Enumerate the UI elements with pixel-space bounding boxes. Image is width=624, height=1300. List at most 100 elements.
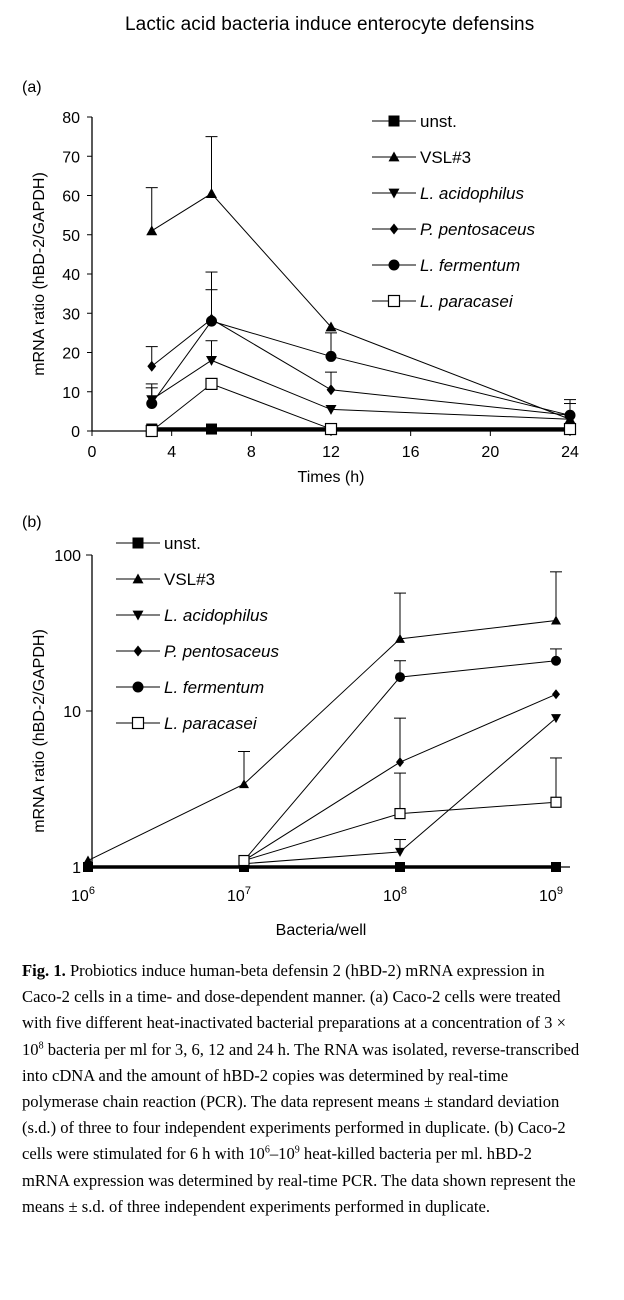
legend-unst-marker <box>132 537 144 549</box>
legend-l-fermentum: L. fermentum <box>372 256 520 275</box>
chart-b-x-tick-label: 109 <box>539 885 563 905</box>
chart-a-x-tick-label: 0 <box>88 444 97 461</box>
legend-p-pentosaceus-label: P. pentosaceus <box>164 642 279 661</box>
chart-a-y-tick-label: 20 <box>62 346 80 363</box>
legend-unst-label: unst. <box>164 534 201 553</box>
legend-unst: unst. <box>372 112 457 131</box>
chart-b-vsl-3-point <box>83 855 93 865</box>
legend-unst: unst. <box>116 534 201 553</box>
chart-a-y-tick-label: 50 <box>62 228 80 245</box>
caption-sup-3: 9 <box>294 1144 300 1156</box>
legend-vsl-3: VSL#3 <box>116 570 215 589</box>
chart-a-l-paracasei-point <box>324 422 338 436</box>
chart-a-p-pentosaceus-point <box>147 360 157 372</box>
chart-a-l-paracasei-point <box>563 422 577 436</box>
legend-l-fermentum-marker <box>388 259 400 271</box>
chart-b-vsl-3-error-bar <box>238 751 250 785</box>
legend-p-pentosaceus-marker <box>133 645 143 657</box>
chart-a-p-pentosaceus-line <box>151 318 571 416</box>
chart-b-vsl-3-line <box>87 620 557 861</box>
figure-caption: Fig. 1. Probiotics induce human-beta def… <box>22 958 582 1220</box>
chart-a-x-tick-label: 24 <box>561 444 579 461</box>
legend-l-paracasei: L. paracasei <box>116 714 258 733</box>
chart-b-p-pentosaceus-point <box>396 757 404 768</box>
chart-a-l-fermentum-point <box>325 350 337 362</box>
legend-unst-label: unst. <box>420 112 457 131</box>
chart-b-unst-point <box>395 862 405 872</box>
chart-a-x-tick-label: 12 <box>322 444 340 461</box>
legend-l-acidophilus: L. acidophilus <box>372 184 524 203</box>
chart-b-y-axis-title: mRNA ratio (hBD-2/GAPDH) <box>31 629 48 833</box>
legend-l-fermentum-label: L. fermentum <box>164 678 264 697</box>
chart-b-vsl-3-point <box>239 779 249 789</box>
chart-a-vsl-3-point <box>146 225 158 236</box>
chart-a-vsl-3-line <box>151 192 571 420</box>
chart-a-y-tick-label: 0 <box>71 424 80 441</box>
chart-a-unst-point <box>206 423 217 435</box>
legend-l-paracasei: L. paracasei <box>372 292 514 311</box>
chart-b-p-pentosaceus-point <box>552 689 560 700</box>
legend-l-fermentum-label: L. fermentum <box>420 256 520 275</box>
legend-l-paracasei-marker <box>131 716 145 730</box>
chart-a-x-tick-label: 8 <box>247 444 256 461</box>
chart-a-l-fermentum-error-bar <box>205 271 218 322</box>
chart-b-y-tick-label: 10 <box>63 704 81 721</box>
legend-l-acidophilus: L. acidophilus <box>116 606 268 625</box>
chart-b-l-paracasei-series <box>238 757 562 867</box>
chart-b-l-paracasei-point <box>550 796 562 808</box>
caption-text-3: –10 <box>269 1144 295 1164</box>
legend-l-acidophilus-label: L. acidophilus <box>164 606 268 625</box>
chart-a-p-pentosaceus-point <box>326 384 336 396</box>
legend-p-pentosaceus-marker <box>389 223 399 235</box>
chart-a-vsl-3-error-bar <box>145 187 158 231</box>
chart-b-vsl-3-point <box>395 633 405 643</box>
chart-a-l-acidophilus-point <box>206 355 217 366</box>
legend-p-pentosaceus-label: P. pentosaceus <box>420 220 535 239</box>
chart-a-vsl-3-point <box>206 188 217 198</box>
legend-unst-marker <box>388 115 400 127</box>
chart-b-l-paracasei-error-bar <box>394 772 406 814</box>
legend-l-paracasei-label: L. paracasei <box>420 292 514 311</box>
chart-b-l-acidophilus-point <box>395 847 405 857</box>
chart-a-l-fermentum-line <box>151 320 571 416</box>
chart-b-l-paracasei-point <box>238 854 250 867</box>
chart-b-vsl-3-point <box>551 615 561 625</box>
chart-b-vsl-3-series <box>83 571 562 865</box>
caption-sup-1: 8 <box>38 1040 44 1052</box>
figure-1: (a) (b) 0 10 20 30 40 50 60 70 80 0 4 8 12 16 20 24 Time… <box>22 79 579 939</box>
legend-l-paracasei-label: L. paracasei <box>164 714 258 733</box>
chart-b-p-pentosaceus-error-bar <box>394 717 406 763</box>
chart-b-x-tick-label: 108 <box>383 885 407 905</box>
chart-a-x-tick-label: 20 <box>481 444 499 461</box>
legend-l-paracasei-marker <box>387 294 401 308</box>
chart-b-l-fermentum-point <box>395 672 405 683</box>
chart-a-y-tick-label: 70 <box>62 149 80 166</box>
chart-b-x-tick-label: 106 <box>71 885 95 905</box>
chart-b-unst-series <box>83 862 561 872</box>
running-header: Lactic acid bacteria induce enterocyte d… <box>125 14 535 35</box>
chart-a-l-acidophilus-line <box>151 359 571 420</box>
chart-a-l-fermentum-point <box>146 398 158 410</box>
chart-a-y-tick-label: 30 <box>62 306 80 323</box>
chart-a-l-fermentum-series <box>145 271 576 421</box>
caption-text-1: Probiotics induce human-beta defensin 2 … <box>22 961 566 1059</box>
legend-l-fermentum: L. fermentum <box>116 678 264 697</box>
chart-a-l-fermentum-point <box>564 409 576 421</box>
caption-text-4: heat-killed bacteria per ml. hBD-2 mRNA … <box>22 1144 576 1216</box>
chart-b-x-axis-title: Bacteria/well <box>276 922 367 939</box>
chart-a-l-paracasei-line <box>151 383 570 432</box>
chart-b-vsl-3-error-bar <box>394 592 406 639</box>
chart-b-l-acidophilus-point <box>551 714 561 724</box>
chart-b-x-tick-label: 107 <box>227 885 251 905</box>
chart-b-vsl-3-error-bar <box>550 571 562 621</box>
legend-vsl-3-label: VSL#3 <box>164 570 215 589</box>
caption-text-2: bacteria per ml for 3, 6, 12 and 24 h. T… <box>22 1039 580 1164</box>
chart-b-l-paracasei-point <box>394 807 406 820</box>
chart-a-x-tick-label: 16 <box>402 444 420 461</box>
chart-a-l-paracasei-point <box>145 424 158 438</box>
caption-label: Fig. 1. <box>22 961 66 980</box>
chart-b-y-tick-label: 100 <box>54 548 81 565</box>
chart-a-vsl-3-error-bar <box>205 136 218 194</box>
chart-a-y-tick-label: 80 <box>62 110 80 127</box>
legend-l-acidophilus-marker <box>388 188 400 199</box>
